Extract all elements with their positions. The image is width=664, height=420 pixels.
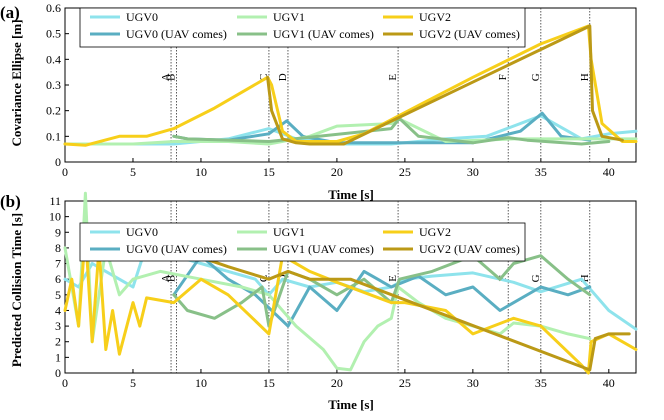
panel-b-ytick-label: 3 [55,319,61,333]
panel-b-xtick-label: 25 [399,376,411,390]
panel-b: (b) Predicted Collision Time [s] Time [s… [0,191,638,412]
panel-a-legend-box [79,7,526,48]
panel-b-ytick-label: 9 [55,225,61,239]
panel-b-ytick-label: 5 [55,288,61,302]
legend-label: UGV2 (UAV comes) [419,27,520,41]
panel-b-ytick-label: 1 [55,350,61,364]
event-label-a: A [160,73,172,81]
panel-b-xtick-label: 35 [535,376,547,390]
panel-b-xtick-label: 30 [467,376,479,390]
event-label-e: E [387,74,399,81]
panel-b-ytick-label: 11 [49,194,61,208]
event-label-h: H [579,73,591,81]
event-label-e: E [387,275,399,282]
panel-a-ytick-label: 0 [55,155,61,169]
panel-a-ytick-label: 0.6 [46,1,61,15]
panel-b-xtick-label: 20 [331,376,343,390]
panel-b-axes-frame [64,200,637,374]
legend-label: UGV2 (UAV comes) [419,242,520,256]
panel-b-ytick-label: 4 [55,303,61,317]
legend-label: UGV0 (UAV comes) [126,27,227,41]
event-label-b: B [165,275,177,282]
panel-b-xtick-label: 40 [603,376,615,390]
event-label-f: F [497,74,509,80]
legend-label: UGV1 [273,225,305,239]
panel-a-ylabel: Covariance Ellipse [m] [9,19,24,146]
panel-a-legend: UGV0 UGV1 UGV2 UGV0 (UAV comes) UGV1 (UAV co… [79,7,526,48]
panel-b-ytick-label: 2 [55,335,61,349]
panel-a-xtick-label: 35 [535,165,547,179]
panel-a-xtick-label: 20 [331,165,343,179]
event-label-h: H [579,274,591,282]
event-label-d: D [277,73,289,81]
panel-a-ticks: 0 5 10 15 20 25 30 35 40 0 0.1 0.2 0.3 0.4 0.5 0.6 [46,1,615,179]
panel-b-ylabel: Predicted Collision Time [s] [9,213,24,367]
series-ugv1-uav-comes [172,254,592,328]
panel-b-ytick-label: 6 [55,272,61,286]
panel-b-xlabel: Time [s] [328,397,374,412]
panel-b-ytick-label: 8 [55,241,61,255]
panel-a-series [63,24,638,147]
panel-b-xtick-label: 10 [195,376,207,390]
series-ugv2-uav-comes [266,24,624,146]
panel-a-ytick-label: 0.4 [46,52,61,66]
panel-b-ytick-label: 0 [55,366,61,380]
event-label-g: G [530,73,542,81]
panel-a-ytick-label: 0.1 [46,129,61,143]
panel-a-label: (a) [0,3,20,22]
legend-label: UGV0 [126,225,158,239]
panel-a-xlabel: Time [s] [328,187,374,202]
panel-b-ytick-label: 7 [55,257,61,271]
panel-b-ytick-label: 10 [49,210,61,224]
panel-a-xtick-label: 10 [195,165,207,179]
panel-a-xtick-label: 40 [603,165,615,179]
panel-a-ytick-label: 0.3 [46,78,61,92]
panel-a-event-lines: AB C D E F G H [160,8,591,162]
panel-a-xtick-label: 15 [263,165,275,179]
legend-label: UGV0 (UAV comes) [126,242,227,256]
panel-b-legend: UGV0 UGV1 UGV2 UGV0 (UAV comes) UGV1 (UAV co… [79,222,526,262]
panel-b-xtick-label: 15 [263,376,275,390]
series-ugv1-uav-comes [172,116,611,146]
panel-a-ytick-label: 0.5 [46,27,61,41]
panel-a-xtick-label: 30 [467,165,479,179]
event-label-c: C [258,74,270,81]
legend-label: UGV1 (UAV comes) [273,242,374,256]
panel-a-xtick-label: 25 [399,165,411,179]
event-label-a: A [160,274,172,282]
panel-a-xtick-label: 5 [130,165,136,179]
panel-a: (a) Covariance Ellipse [m] Time [s] 0 5 10… [0,1,638,202]
panel-b-xtick-label: 5 [130,376,136,390]
legend-label: UGV2 [419,10,451,24]
event-label-g: G [530,274,542,282]
series-ugv2-uav-comes [175,249,631,372]
panel-b-label: (b) [0,192,21,211]
panel-a-xtick-label: 0 [62,165,68,179]
legend-label: UGV0 [126,10,158,24]
panel-b-xtick-label: 0 [62,376,68,390]
legend-label: UGV2 [419,225,451,239]
panel-b-legend-box [79,222,526,262]
panel-a-ytick-label: 0.2 [46,104,61,118]
event-label-b: B [165,74,177,81]
legend-label: UGV1 (UAV comes) [273,27,374,41]
series-ugv2 [63,230,638,375]
panel-b-series [63,191,638,375]
legend-label: UGV1 [273,10,305,24]
